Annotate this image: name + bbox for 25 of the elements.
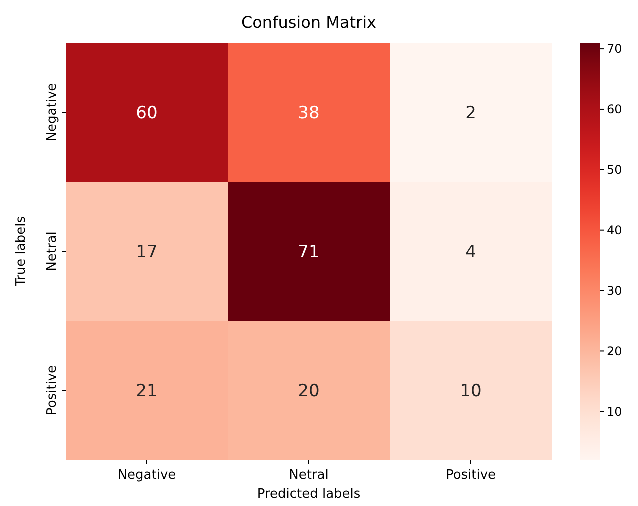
color-bar-label: 40 [607, 224, 622, 238]
data-label: 60 [136, 103, 158, 124]
x-tick-label: Negative [118, 468, 176, 483]
data-label: 38 [298, 103, 320, 124]
y-tick-label: Positive [45, 365, 60, 416]
color-bar-label: 50 [607, 163, 622, 178]
data-label: 21 [136, 381, 158, 402]
x-axis-title: Predicted labels [257, 487, 361, 502]
x-tick-label: Netral [289, 468, 329, 483]
y-tick-label: Netral [45, 232, 60, 272]
color-bar-label: 30 [607, 284, 622, 298]
color-bar-label: 70 [607, 42, 622, 56]
y-axis-title: True labels [14, 216, 29, 288]
x-tick-label: Positive [446, 468, 496, 483]
data-label: 17 [136, 242, 158, 262]
data-label: 20 [298, 381, 320, 402]
color-bar-label: 10 [607, 404, 622, 419]
data-label: 2 [466, 103, 476, 124]
data-label: 4 [466, 242, 476, 262]
y-tick-label: Negative [45, 83, 60, 142]
data-label: 10 [460, 381, 482, 402]
color-bar-label: 60 [607, 102, 622, 117]
data-label: 71 [298, 242, 320, 262]
color-bar-label: 20 [607, 344, 622, 358]
chart-title: Confusion Matrix [241, 13, 377, 32]
